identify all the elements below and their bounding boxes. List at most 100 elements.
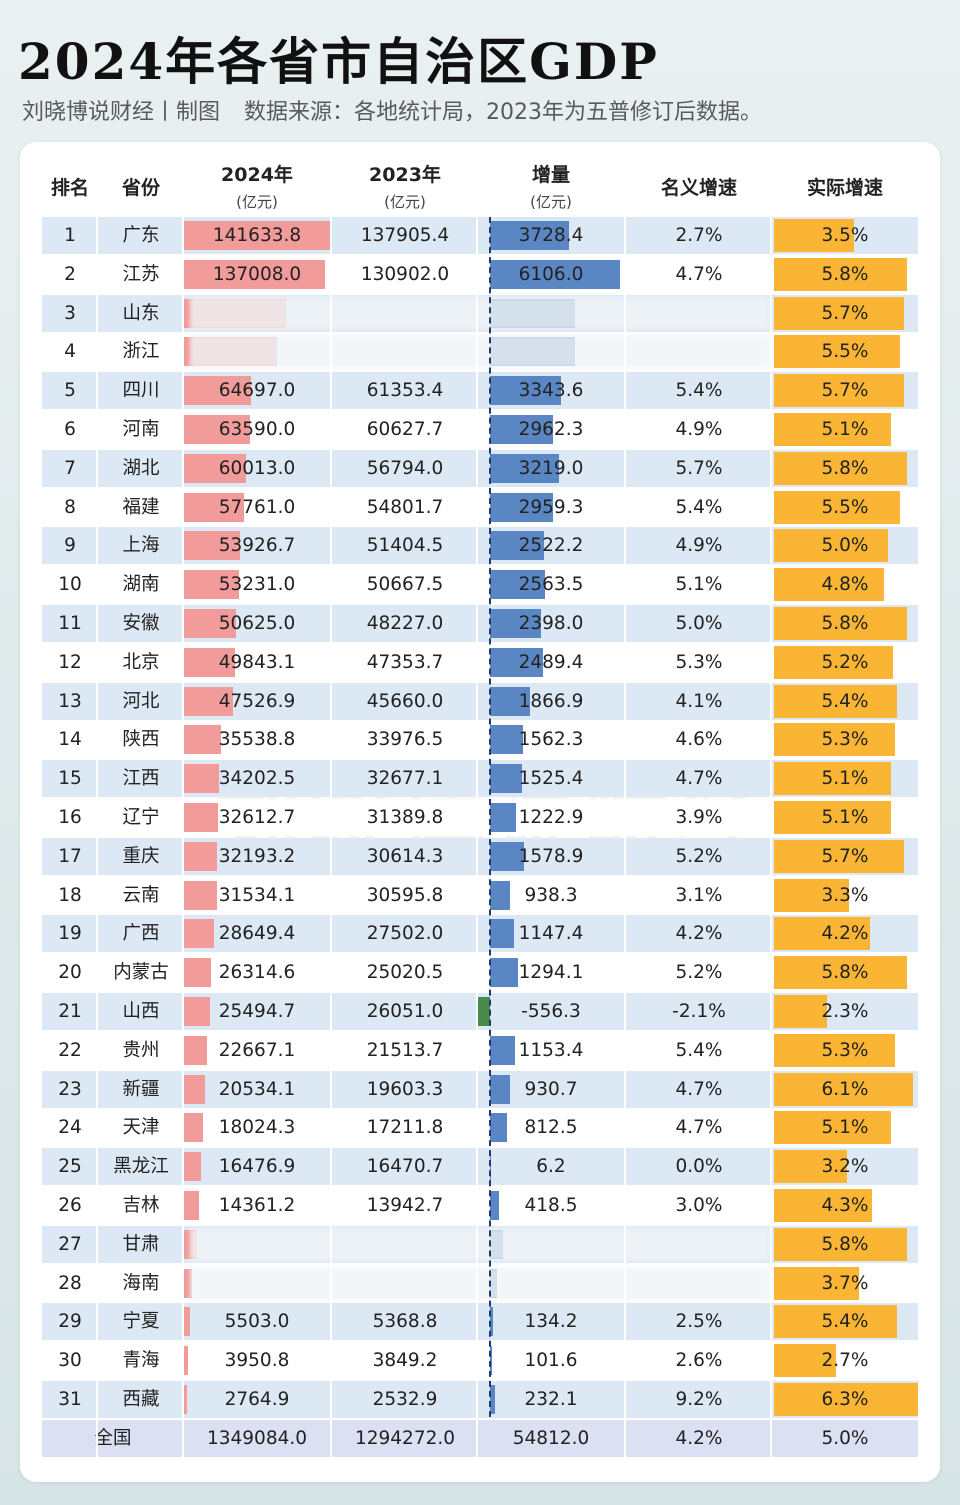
increase-bar [490, 1307, 493, 1337]
increase-bar [490, 453, 559, 483]
province-cell: 河北 [122, 690, 160, 712]
rank-cell: 2 [64, 263, 76, 285]
province-cell: 辽宁 [122, 807, 160, 828]
real-growth-cell: 5.8% [821, 1233, 869, 1255]
real-growth-cell: 5.7% [821, 302, 869, 324]
table-row: 22 贵州 22667.1 21513.7 1153.4 5.4% 5.3% [42, 1031, 918, 1069]
gdp2023-cell: 33976.5 [366, 729, 444, 751]
nominal-growth-cell: 5.4% [675, 380, 723, 402]
gdp2024-cell: 32612.7 [218, 807, 296, 828]
total-nominal: 4.2% [675, 1428, 723, 1449]
real-growth-cell: 5.8% [821, 962, 869, 984]
real-growth-cell: 5.8% [821, 457, 869, 479]
gdp2024-bar [184, 1152, 201, 1182]
real-growth-bar [774, 1266, 859, 1300]
gdp2023-cell: 19603.3 [366, 1078, 444, 1100]
increase-bar [490, 259, 620, 289]
gdp2023-cell: 51404.5 [366, 535, 444, 557]
increase-cell: 3343.6 [518, 380, 584, 402]
obscured-region [190, 296, 770, 330]
real-growth-bar [774, 801, 891, 834]
gdp2023-cell: 13942.7 [366, 1195, 444, 1216]
gdp2024-bar [184, 1074, 206, 1104]
province-cell: 浙江 [122, 341, 160, 363]
real-growth-bar [774, 1305, 898, 1339]
increase-bar [490, 1035, 515, 1065]
increase-cell: 2959.3 [518, 496, 584, 518]
gdp2024-cell: 2764.9 [224, 1389, 290, 1410]
rank-cell: 1 [64, 225, 76, 246]
province-cell: 西藏 [122, 1389, 160, 1410]
divider [624, 217, 626, 1457]
rank-cell: 31 [58, 1389, 82, 1410]
increase-cell: 3728.4 [518, 225, 584, 246]
total-row: 全国 1349084.0 1294272.0 54812.0 4.2% 5.0% [42, 1420, 918, 1457]
real-growth-cell: 5.3% [821, 729, 869, 751]
real-growth-cell: 2.7% [821, 1350, 869, 1372]
gdp2023-cell: 25020.5 [366, 962, 444, 984]
table-row: 19 广西 28649.4 27502.0 1147.4 4.2% 4.2% [42, 915, 918, 953]
increase-cell: 101.6 [524, 1350, 578, 1372]
total-label: 全国 [94, 1428, 132, 1449]
rank-cell: 27 [58, 1233, 82, 1255]
rank-cell: 21 [58, 1001, 82, 1022]
gdp2024-cell: 22667.1 [218, 1039, 296, 1061]
obscured-region [190, 1266, 770, 1300]
gdp2023-cell: 27502.0 [366, 923, 444, 945]
real-growth-cell: 3.3% [821, 884, 869, 906]
nominal-growth-cell: 5.2% [675, 845, 723, 867]
real-growth-bar [774, 490, 900, 524]
subtitle-source: 数据来源：各地统计局，2023年为五普修订后数据。 [244, 100, 763, 125]
province-cell: 山西 [122, 1001, 160, 1022]
real-growth-bar [774, 257, 907, 291]
nominal-growth-cell: 5.2% [675, 962, 723, 984]
nominal-growth-cell: -2.1% [672, 1001, 726, 1022]
increase-cell: 1294.1 [518, 962, 584, 984]
real-growth-bar [774, 1227, 907, 1261]
increase-bar [490, 415, 554, 444]
province-cell: 河南 [122, 419, 160, 440]
real-growth-cell: 5.7% [821, 845, 869, 867]
increase-cell: 1866.9 [518, 690, 584, 712]
gdp2023-cell: 16470.7 [366, 1156, 444, 1178]
gdp2024-cell: 34202.5 [218, 768, 296, 790]
province-cell: 海南 [122, 1272, 160, 1294]
gdp2024-bar [184, 1346, 189, 1376]
gdp2024-cell: 18024.3 [218, 1117, 296, 1139]
increase-cell: 3219.0 [518, 457, 584, 479]
header-rank: 排名 [50, 177, 89, 199]
table-row: 17 重庆 32193.2 30614.3 1578.9 5.2% 5.7% [42, 837, 918, 875]
gdp2024-bar [184, 1035, 208, 1065]
rank-cell: 20 [58, 962, 82, 984]
increase-negative-bar [478, 997, 490, 1026]
table-row: 8 福建 57761.0 54801.7 2959.3 5.4% 5.5% [42, 488, 918, 526]
province-cell: 宁夏 [122, 1311, 160, 1333]
increase-bar [490, 919, 515, 949]
increase-cell: 134.2 [524, 1311, 578, 1333]
header-increase: 增量 (亿元) [478, 160, 624, 212]
real-growth-cell: 5.1% [821, 1117, 869, 1139]
gdp2023-cell: 130902.0 [360, 263, 450, 285]
gdp2024-cell: 5503.0 [224, 1311, 290, 1333]
gdp2024-bar [184, 997, 211, 1026]
province-cell: 安徽 [122, 613, 160, 634]
increase-cell: 6106.0 [518, 263, 584, 285]
rank-cell: 26 [58, 1195, 82, 1216]
gdp2024-bar [184, 492, 244, 522]
gdp2024-cell: 57761.0 [218, 496, 296, 518]
increase-bar [490, 686, 530, 716]
increase-cell: 232.1 [524, 1389, 578, 1410]
table-row: 9 上海 53926.7 51404.5 2522.2 4.9% 5.0% [42, 527, 918, 565]
subtitle: 刘晓博说财经丨制图 数据来源：各地统计局，2023年为五普修订后数据。 [22, 94, 762, 126]
increase-cell: 2962.3 [518, 419, 584, 440]
table-row: 11 安徽 50625.0 48227.0 2398.0 5.0% 5.8% [42, 605, 918, 642]
header-gdp2024-unit: (亿元) [236, 193, 278, 211]
rank-cell: 11 [58, 613, 82, 634]
header-gdp2024: 2024年 (亿元) [184, 160, 330, 212]
province-cell: 福建 [122, 496, 160, 518]
gdp2024-bar [184, 880, 217, 910]
real-growth-bar [774, 1344, 836, 1378]
divider [770, 217, 772, 1457]
nominal-growth-cell: 5.7% [675, 457, 723, 479]
nominal-growth-cell: 5.4% [675, 496, 723, 518]
